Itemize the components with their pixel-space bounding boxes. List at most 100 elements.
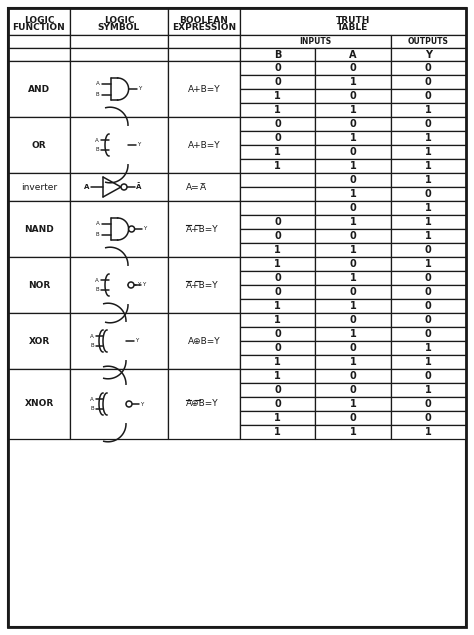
Bar [391,257,466,271]
Text: 1: 1 [350,329,356,339]
Bar [315,243,391,257]
Text: BOOLEAN: BOOLEAN [180,16,228,25]
Text: B: B [95,288,99,293]
Bar [240,425,315,439]
Bar [315,411,391,425]
Text: 1: 1 [350,77,356,87]
Bar [315,355,391,369]
Text: 0: 0 [350,63,356,73]
Text: 0: 0 [425,91,432,101]
Bar [240,159,315,173]
Bar [391,201,466,215]
Circle shape [128,282,134,288]
Text: 0: 0 [425,77,432,87]
Bar [70,173,168,201]
Text: B: B [274,50,282,60]
Text: EXPRESSION: EXPRESSION [172,23,236,32]
Bar [391,145,466,159]
Text: 1: 1 [350,273,356,283]
Text: A: A [90,333,94,338]
Text: 1: 1 [425,385,432,395]
Bar [8,8,70,35]
Bar [315,299,391,313]
Text: 0: 0 [350,385,356,395]
Text: 0: 0 [350,175,356,185]
Text: NOR: NOR [28,281,50,290]
Text: 1: 1 [350,105,356,115]
Text: Y: Y [140,401,143,406]
Bar [240,35,391,48]
Text: inverter: inverter [21,182,57,192]
Text: OUTPUTS: OUTPUTS [408,37,449,46]
Text: 1: 1 [350,357,356,367]
Bar [70,61,168,117]
Text: 1: 1 [425,105,432,115]
Text: XNOR: XNOR [24,399,54,408]
Text: 0: 0 [350,259,356,269]
Bar [391,215,466,229]
Bar [240,89,315,103]
Text: A+B=Y: A+B=Y [186,281,219,290]
Bar [70,35,168,48]
Bar [240,397,315,411]
Text: 0: 0 [274,133,281,143]
Text: TABLE: TABLE [337,23,369,32]
Bar [8,201,70,257]
Text: Y: Y [137,142,140,147]
Bar [391,61,466,75]
Bar [8,61,70,117]
Bar [8,117,70,173]
Bar [8,257,70,313]
Bar [315,383,391,397]
Text: Y: Y [142,283,145,288]
Bar [391,117,466,131]
Text: 0: 0 [425,63,432,73]
Text: 0: 0 [425,245,432,255]
Bar [315,257,391,271]
Bar [315,103,391,117]
Bar [315,173,391,187]
Bar [240,285,315,299]
Text: 1: 1 [274,91,281,101]
Bar [315,48,391,61]
Bar [315,425,391,439]
Text: 1: 1 [425,161,432,171]
Bar [240,313,315,327]
Text: A: A [90,396,94,401]
Bar [391,159,466,173]
Bar [391,271,466,285]
Text: A+B=Y: A+B=Y [188,84,220,93]
Bar [391,187,466,201]
Bar [240,215,315,229]
Text: 1: 1 [350,189,356,199]
Text: 1: 1 [425,133,432,143]
Bar [315,131,391,145]
Text: A: A [96,221,100,226]
Text: 0: 0 [274,329,281,339]
Bar [315,145,391,159]
Text: Ā: Ā [136,184,141,190]
Text: Y: Y [135,338,138,344]
Bar [315,75,391,89]
Bar [168,8,240,35]
Bar [391,75,466,89]
Bar [391,425,466,439]
Text: B: B [96,232,100,237]
Bar [315,229,391,243]
Bar [315,397,391,411]
Bar [168,313,240,369]
Bar [391,299,466,313]
Bar [240,271,315,285]
Text: 1: 1 [350,161,356,171]
Text: 1: 1 [274,413,281,423]
Bar [391,285,466,299]
Text: Y: Y [143,227,146,232]
Text: A: A [83,184,89,190]
Bar [391,397,466,411]
Bar [391,229,466,243]
Text: 1: 1 [350,399,356,409]
Bar [168,117,240,173]
Text: 1: 1 [425,175,432,185]
Bar [240,299,315,313]
Bar [168,257,240,313]
